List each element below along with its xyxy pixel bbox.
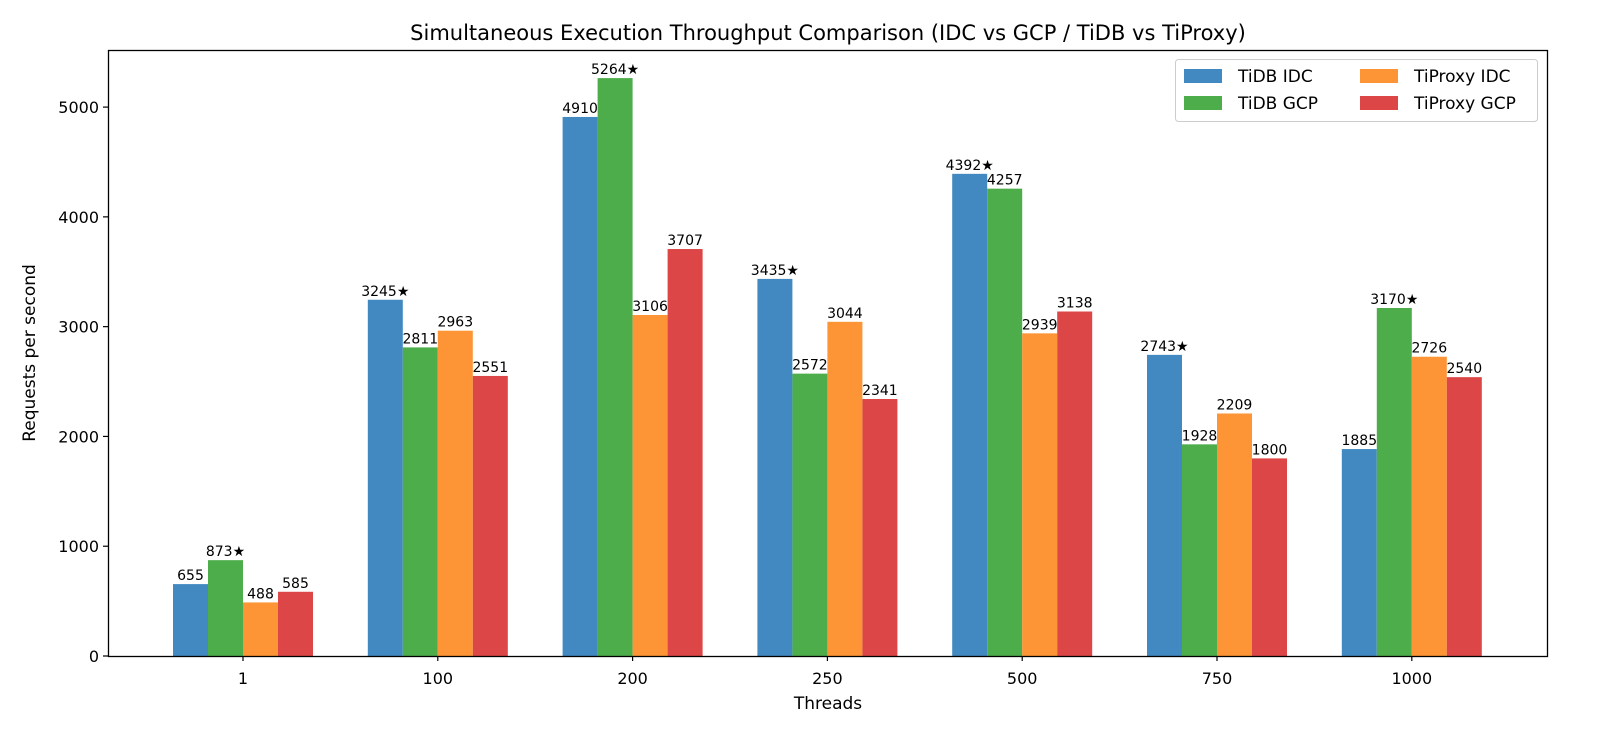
bar — [1182, 444, 1217, 656]
bar — [1057, 311, 1093, 656]
bar-value-label: 4257 — [987, 173, 1023, 189]
legend-entry-label: TiDB IDC — [1237, 67, 1313, 87]
bar — [402, 347, 438, 656]
bar — [367, 299, 403, 656]
bar-value-label: 2551 — [472, 360, 508, 376]
legend-entry-label: TiDB GCP — [1237, 94, 1318, 114]
bar — [173, 584, 208, 656]
bars-group — [173, 78, 1482, 656]
x-tick-label: 100 — [423, 669, 454, 688]
bar-value-label: 585 — [282, 576, 309, 592]
bar — [597, 78, 633, 656]
bar — [1376, 307, 1412, 656]
x-tick-label: 200 — [617, 669, 648, 688]
bar — [1341, 449, 1377, 656]
bar-value-label: 4910 — [562, 101, 598, 117]
legend-swatch — [1184, 96, 1222, 110]
x-axis-label: Threads — [793, 694, 862, 714]
bar — [862, 398, 898, 656]
legend-swatch — [1360, 96, 1398, 110]
bar — [562, 116, 598, 656]
bar-value-label: 3044 — [827, 306, 863, 322]
bar-value-label: 3138 — [1057, 296, 1093, 312]
bar-value-label: 655 — [177, 568, 204, 584]
bar — [827, 321, 863, 656]
bar — [208, 560, 243, 656]
x-axis: 1 100 200 250 500 750 1000 — [238, 656, 1432, 688]
legend-entry-label: TiProxy IDC — [1413, 67, 1511, 87]
bar — [1022, 333, 1058, 656]
bar-value-label: 488 — [247, 586, 274, 602]
bar-value-label: 3170★ — [1370, 292, 1418, 308]
bar-value-label: 2726 — [1411, 341, 1447, 357]
bar — [472, 375, 508, 656]
bar — [243, 602, 278, 656]
bar — [667, 249, 703, 656]
x-tick-label: 1000 — [1391, 669, 1432, 688]
bar-value-label: 1928 — [1182, 428, 1218, 444]
y-tick-label: 3000 — [58, 318, 99, 337]
y-tick-label: 2000 — [58, 427, 99, 446]
y-tick-label: 0 — [89, 647, 99, 666]
bar-value-label: 2939 — [1022, 317, 1058, 333]
bar-value-label: 2341 — [862, 383, 898, 399]
x-tick-label: 1 — [238, 669, 248, 688]
y-tick-label: 1000 — [58, 537, 99, 556]
bar — [278, 591, 313, 656]
bar — [1217, 413, 1252, 656]
bar-value-label: 3435★ — [751, 263, 799, 279]
bar-value-label: 2572 — [792, 358, 828, 374]
x-tick-label: 500 — [1007, 669, 1038, 688]
bar-value-label: 4392★ — [946, 158, 994, 174]
bar-value-label: 5264★ — [591, 62, 639, 78]
bar-value-label: 3106 — [632, 299, 668, 315]
bar-value-label: 3707 — [667, 233, 703, 249]
bar-value-label: 1800 — [1252, 442, 1288, 458]
bar-value-label: 3245★ — [361, 284, 409, 300]
bar — [952, 173, 988, 656]
bar-value-label: 2209 — [1217, 397, 1253, 413]
legend-swatch — [1184, 69, 1222, 83]
bar-value-label: 2811 — [402, 331, 438, 347]
y-axis-label: Requests per second — [20, 264, 40, 442]
legend: TiDB IDC TiDB GCP TiProxy IDC TiProxy GCP — [1175, 59, 1538, 122]
bar-value-label: 2963 — [437, 315, 473, 331]
bar — [987, 188, 1023, 656]
legend-frame — [1175, 59, 1538, 122]
y-tick-label: 4000 — [58, 208, 99, 227]
bar — [437, 330, 473, 656]
bar-value-label: 2743★ — [1140, 339, 1188, 355]
bar-value-label: 873★ — [206, 544, 245, 560]
legend-entry-label: TiProxy GCP — [1413, 94, 1516, 114]
bar-labels-group: 655 3245★ 4910 3435★ 4392★ 2743★ 1885 873★ 2811 5… — [177, 62, 1482, 602]
legend-swatch — [1360, 69, 1398, 83]
x-tick-label: 250 — [812, 669, 843, 688]
bar-value-label: 2540 — [1446, 361, 1482, 377]
bar-value-label: 1885 — [1341, 433, 1377, 449]
y-axis: 0 1000 2000 3000 4000 5000 — [58, 98, 108, 666]
bar — [632, 315, 668, 656]
bar — [1252, 458, 1287, 656]
bar — [792, 373, 828, 656]
x-tick-label: 750 — [1202, 669, 1233, 688]
bar — [1147, 354, 1182, 656]
chart-title: Simultaneous Execution Throughput Compar… — [410, 21, 1246, 45]
bar — [1411, 356, 1447, 656]
bar — [757, 278, 793, 656]
bar — [1446, 377, 1482, 656]
y-tick-label: 5000 — [58, 98, 99, 117]
